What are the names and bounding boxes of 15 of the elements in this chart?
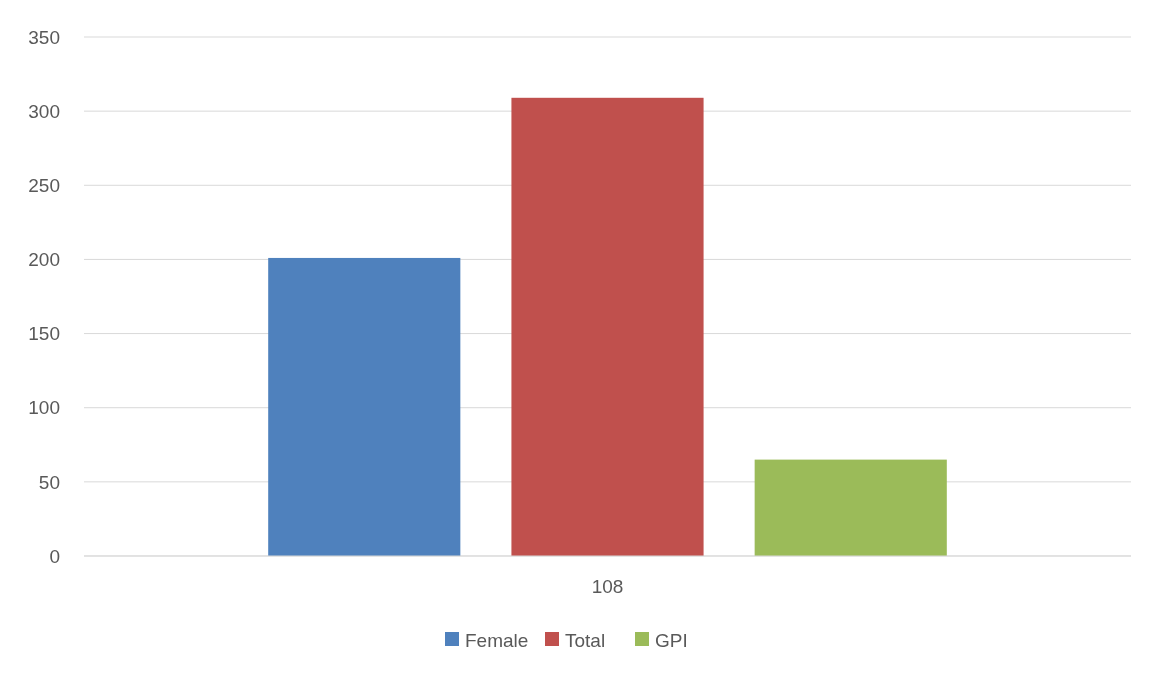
legend-label: GPI	[655, 629, 688, 651]
bar	[754, 459, 947, 556]
y-tick-label: 200	[28, 249, 60, 271]
x-tick-label: 108	[591, 576, 624, 597]
legend-label: Total	[565, 629, 606, 651]
y-tick-label: 100	[28, 397, 60, 419]
bar	[511, 97, 704, 556]
y-tick-label: 150	[28, 323, 60, 345]
y-tick-label: 0	[49, 545, 60, 567]
legend-label: Female	[465, 629, 529, 651]
y-tick-label: 350	[28, 26, 60, 48]
y-tick-label: 50	[38, 471, 60, 493]
bar	[268, 257, 461, 556]
y-tick-label: 300	[28, 100, 60, 122]
y-tick-label: 250	[28, 174, 60, 196]
